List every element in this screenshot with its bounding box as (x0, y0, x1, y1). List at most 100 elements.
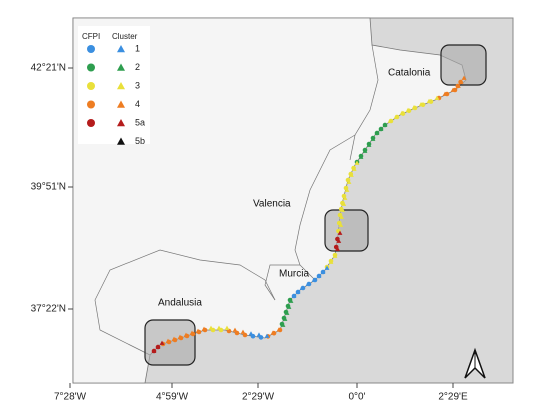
legend-circle (87, 45, 95, 53)
coast-point (201, 326, 207, 331)
coast-point (288, 298, 294, 303)
legend-triangle (117, 100, 125, 108)
border (94, 249, 276, 356)
coast-point (344, 187, 350, 192)
coast-point (151, 348, 157, 353)
coast-point (442, 91, 448, 96)
legend-label: 5a (135, 117, 145, 127)
region-label: Andalusia (158, 298, 202, 309)
coast-point (405, 107, 411, 113)
coast-point (286, 304, 292, 309)
coast-point (461, 75, 467, 80)
region-label: Catalonia (388, 68, 431, 79)
coast-point (366, 142, 372, 147)
border (299, 264, 316, 281)
coast-point (305, 281, 311, 286)
longitude-label: 4°59'W (156, 392, 189, 403)
region-borders (94, 44, 379, 356)
legend-triangle (117, 82, 125, 90)
legend: CFPI Cluster 1 2 3 4 5a 5b (78, 26, 150, 146)
coast-point (349, 172, 354, 177)
coast-point (324, 265, 330, 270)
coast-point (382, 122, 388, 127)
longitude-label: 2°29'E (438, 392, 468, 403)
latitude-label: 37°22'N (31, 304, 66, 315)
coast-point (159, 340, 165, 345)
highlight-box (324, 209, 369, 252)
coast-point (341, 201, 347, 206)
coast-point (264, 333, 270, 338)
coast-point (240, 329, 246, 334)
coast-point (458, 79, 464, 84)
coast-point (311, 277, 317, 282)
coast-point (328, 259, 334, 264)
legend-label: 1 (135, 43, 140, 53)
coast-point (332, 253, 338, 258)
coast-point (299, 285, 305, 290)
coast-point (411, 105, 417, 110)
coast-point (374, 130, 380, 135)
coast-point (224, 325, 230, 330)
region-label: Murcia (279, 269, 309, 280)
coast-point (450, 87, 456, 92)
coast-point (216, 325, 222, 330)
legend-triangle (117, 137, 125, 145)
coast-point (337, 230, 343, 235)
coast-point (208, 325, 214, 330)
longitude-label: 7°28'W (54, 392, 87, 403)
latitude-label: 42°21'N (31, 63, 66, 74)
longitude-label: 0°0' (348, 392, 365, 403)
region-label: Valencia (253, 199, 291, 210)
coast-point (339, 214, 344, 219)
coast-point (434, 95, 440, 100)
legend-circle (87, 63, 95, 72)
coast-point (370, 136, 376, 141)
coast-point (456, 83, 461, 88)
coast-point (165, 338, 171, 343)
coast-point (335, 246, 340, 251)
legend-circle (87, 119, 95, 127)
coast-point (320, 269, 326, 274)
coast-point (232, 327, 238, 332)
longitude-label: 2°29'W (242, 392, 275, 403)
coast-point (354, 160, 360, 165)
coast-point (346, 179, 352, 184)
coast-point (418, 102, 424, 107)
legend-label: 4 (135, 99, 140, 109)
coast-point (270, 330, 276, 335)
coast-point (280, 322, 286, 327)
coast-point (276, 327, 282, 332)
coast-point (362, 148, 368, 153)
latitude-label: 39°51'N (31, 182, 66, 193)
legend-label: 2 (135, 62, 140, 72)
coast-point (336, 238, 342, 243)
coast-point (351, 166, 357, 171)
coast-point (256, 332, 262, 337)
legend-triangle (117, 63, 125, 71)
coast-point (284, 310, 290, 315)
coast-point (393, 114, 399, 119)
border (264, 134, 356, 301)
highlight-box (440, 44, 487, 86)
coast-point (155, 344, 161, 349)
legend-circle (87, 100, 95, 109)
coast-point (342, 195, 348, 200)
coast-point (183, 332, 189, 337)
border (349, 44, 379, 161)
legend-title: Cluster (112, 32, 138, 41)
coast-point (195, 328, 201, 333)
legend-label: 3 (135, 80, 140, 90)
coast-points (151, 75, 467, 354)
coast-point (340, 207, 345, 212)
north-arrow (464, 347, 486, 379)
coast-point (358, 154, 364, 159)
coast-point (282, 316, 288, 321)
coast-point (177, 334, 183, 339)
coast-point (248, 331, 254, 336)
legend-circle (87, 82, 95, 90)
coast-point (295, 289, 301, 294)
legend-triangle (117, 45, 125, 53)
coast-point (378, 126, 384, 131)
